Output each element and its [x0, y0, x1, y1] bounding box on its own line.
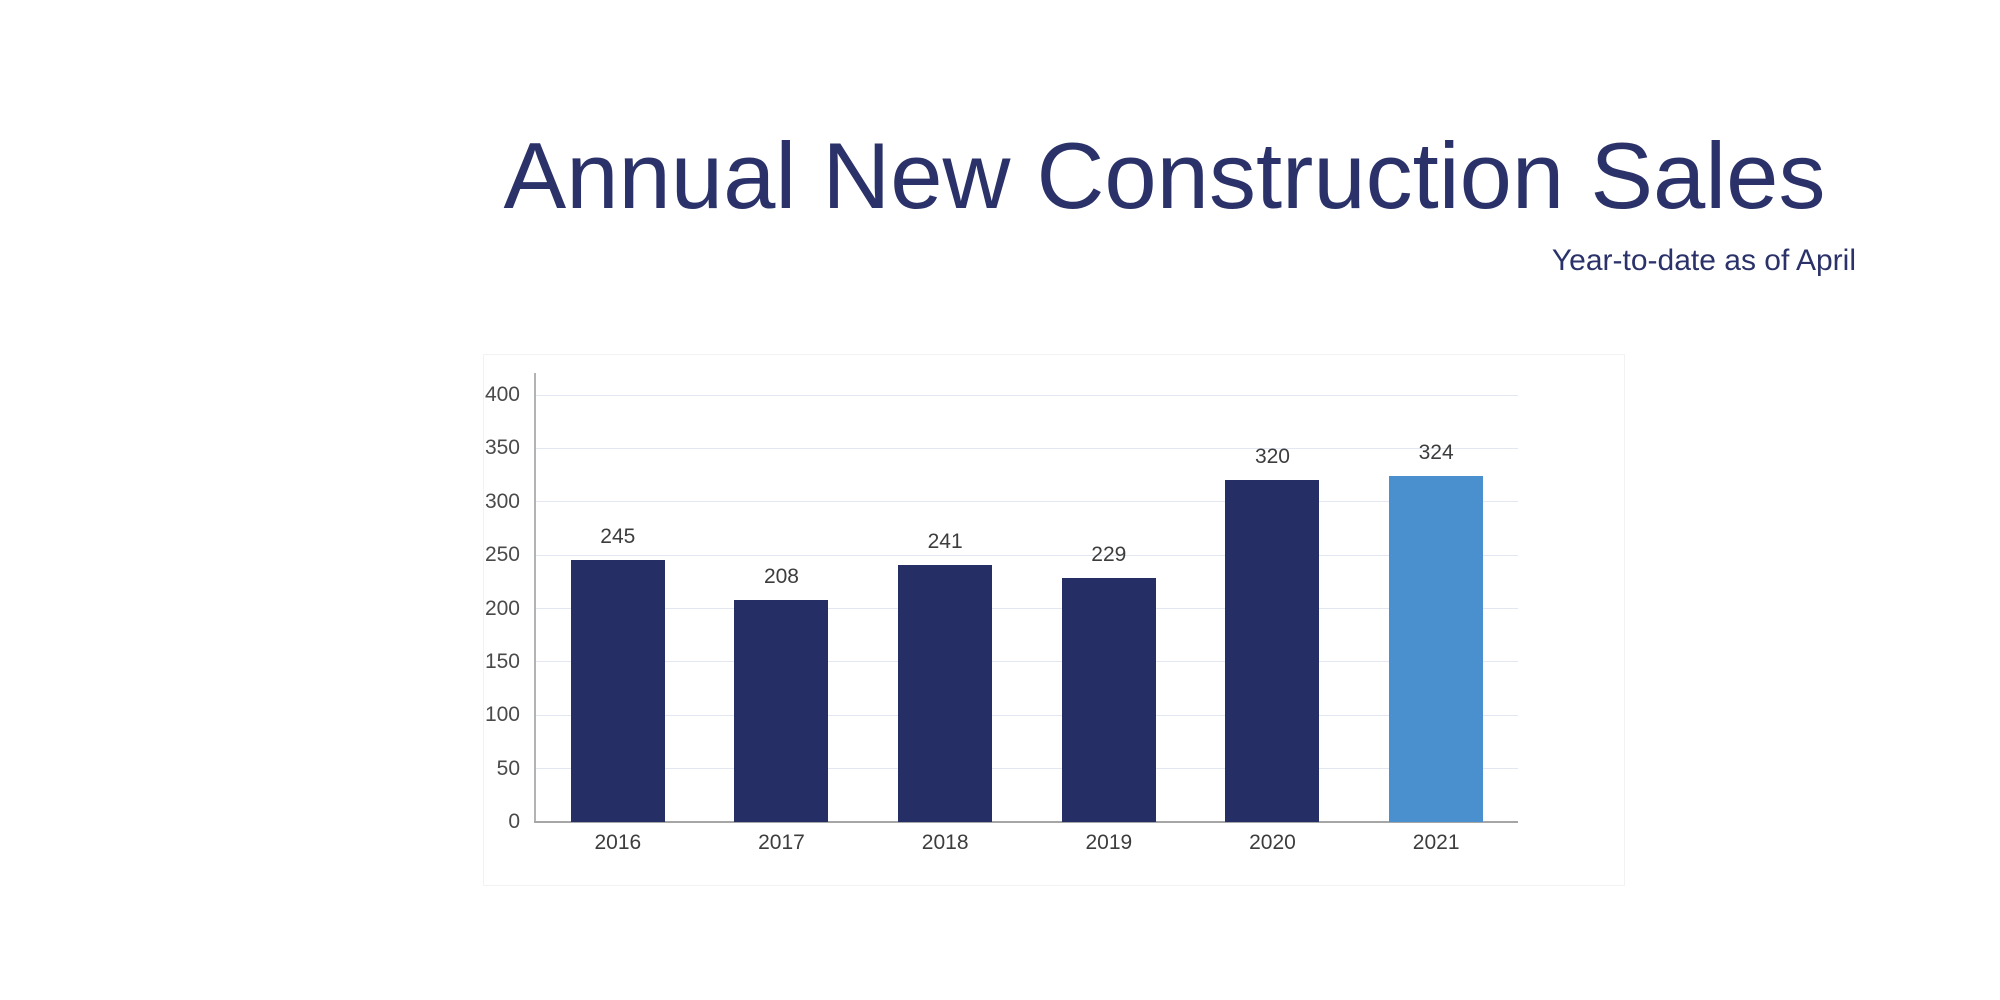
bar-slot-2019: 229: [1027, 395, 1191, 822]
chart-frame: [483, 354, 1625, 886]
bar-value-2017: 208: [763, 565, 799, 588]
y-tick-0: 0: [508, 810, 520, 833]
y-tick-400: 400: [484, 383, 520, 406]
x-tick-2020: 2020: [1249, 831, 1296, 854]
y-tick-350: 350: [484, 436, 520, 460]
bar-value-2021: 324: [1418, 441, 1454, 464]
bar-value-2018: 241: [927, 530, 963, 553]
gridline-100: [536, 714, 1518, 716]
y-tick-150: 150: [484, 649, 520, 673]
bar-value-2019: 229: [1091, 543, 1127, 566]
gridline-50: [536, 768, 1518, 770]
chart-subtitle: Year-to-date as of April: [1551, 244, 1856, 277]
bar-2018: [898, 565, 993, 822]
x-tick-2018: 2018: [921, 831, 969, 854]
chart-header: Annual New Construction Sales Year-to-da…: [473, 128, 1856, 278]
y-tick-100: 100: [484, 703, 520, 727]
x-tick-2016: 2016: [594, 831, 642, 854]
gridline-150: [536, 661, 1518, 663]
gridline-300: [536, 501, 1518, 503]
bar-2020: [1225, 480, 1320, 822]
bar-slot-2018: 241: [863, 395, 1027, 822]
bar-2016: [570, 560, 665, 822]
y-tick-200: 200: [484, 596, 520, 620]
bar-value-2020: 320: [1254, 445, 1290, 468]
bar-value-2016: 245: [600, 525, 636, 548]
y-tick-50: 50: [496, 756, 520, 780]
x-tick-2017: 2017: [758, 831, 805, 854]
bar-slot-2020: 320: [1191, 395, 1355, 822]
bar-2017: [734, 600, 829, 822]
y-axis-line: [534, 373, 536, 822]
gridline-400: [536, 394, 1518, 396]
y-tick-250: 250: [484, 543, 520, 567]
chart-title: Annual New Construction Sales: [503, 123, 1826, 228]
bar-2019: [1061, 578, 1156, 822]
bar-chart-plot: 0 50 100 150 200 250 300 350 400 245 208 241 229 320…: [485, 373, 1518, 854]
bar-slot-2021: 324: [1354, 395, 1518, 822]
x-tick-2019: 2019: [1085, 831, 1133, 854]
gridline-350: [536, 447, 1518, 449]
gridline-250: [536, 554, 1518, 556]
bar-slot-2017: 208: [700, 395, 864, 822]
x-axis-line: [534, 821, 1518, 823]
y-tick-300: 300: [484, 489, 520, 513]
x-tick-2021: 2021: [1412, 831, 1460, 854]
bar-slot-2016: 245: [536, 395, 700, 822]
bar-2021: [1389, 476, 1484, 822]
gridline-200: [536, 608, 1518, 609]
